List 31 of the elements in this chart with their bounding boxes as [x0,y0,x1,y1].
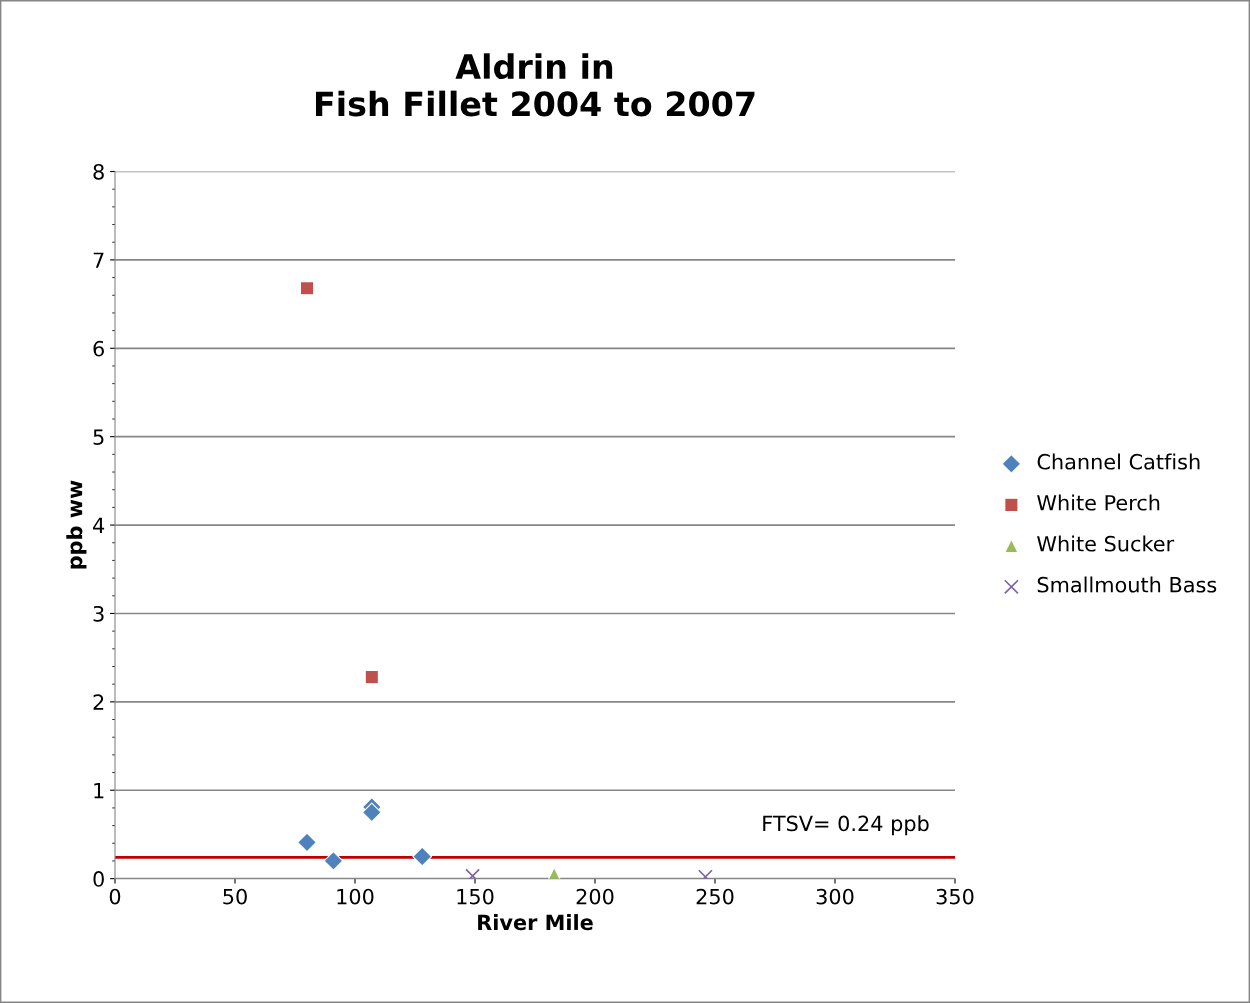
y-tick-label: 1 [94,782,104,799]
y-tick-label: 3 [93,605,104,622]
point [361,802,382,823]
chart-title: Aldrin in Fish Fillet 2004 to 2007 [315,53,755,117]
legend-label: Channel Catfish [1037,453,1200,470]
x-tick-label: 50 [223,888,247,905]
x-tick-label: 250 [696,888,734,905]
y-tick-label: 5 [93,429,104,445]
ref-line-label: FTSV= 0.24 ppb [763,815,929,836]
y-tick-label: 0 [93,871,104,887]
y-tick-label: 4 [93,517,105,533]
x-tick-label: 300 [816,888,854,905]
x-axis-title: River Mile [478,914,593,931]
point [297,832,317,853]
y-tick-label: 7 [93,252,104,268]
y-tick-label: 8 [93,163,104,180]
legend-label: White Sucker [1037,535,1175,552]
point [323,851,344,871]
x-tick-label: 100 [337,888,374,905]
legend-label: White Perch [1037,494,1160,511]
x-tick-label: 200 [576,888,614,905]
x-tick-label: 150 [457,888,494,905]
x-tick-label: 350 [936,888,974,905]
y-tick-label: 2 [93,694,104,710]
y-tick-label: 6 [93,340,104,357]
legend-label: Smallmouth Bass [1037,576,1217,593]
point [299,281,315,296]
y-axis-title: ppb ww [66,480,87,569]
point [412,846,433,867]
point [364,669,379,685]
x-tick-label: 0 [109,888,121,905]
